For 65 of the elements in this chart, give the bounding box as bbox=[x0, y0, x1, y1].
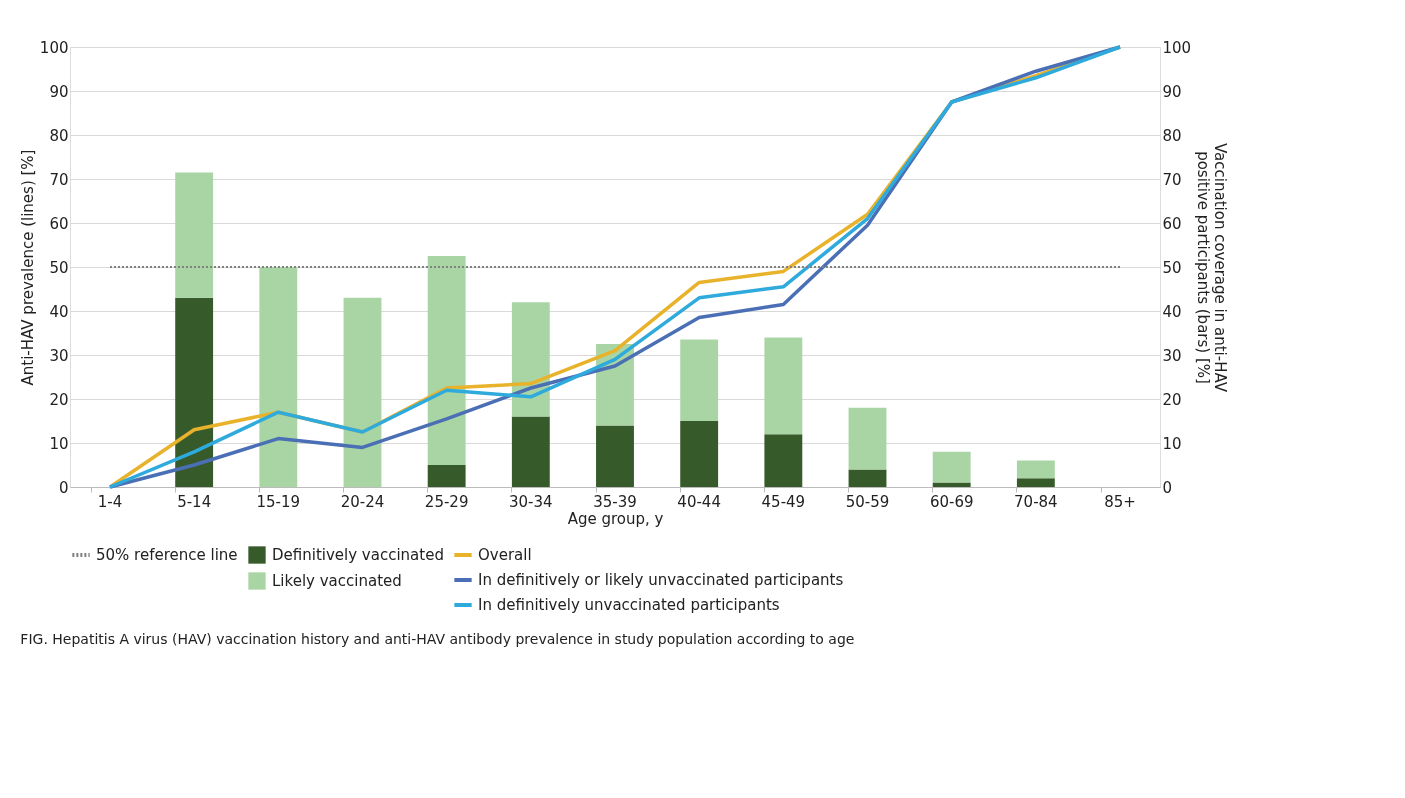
x-tick-label: 45-49 bbox=[761, 492, 806, 511]
y-tick-label: 60 bbox=[49, 214, 69, 233]
legend-label: 50% reference line bbox=[96, 546, 238, 564]
y2-tick-label: 50 bbox=[1162, 258, 1182, 277]
y2-tick-label: 20 bbox=[1162, 390, 1182, 409]
y2-tick-label: 90 bbox=[1162, 82, 1182, 101]
bar bbox=[932, 482, 971, 487]
legend-label: Likely vaccinated bbox=[272, 572, 402, 590]
x-tick-label: 50-59 bbox=[845, 492, 890, 511]
x-tick-label: 70-84 bbox=[1014, 492, 1058, 511]
bar bbox=[511, 302, 550, 417]
x-tick-label: 25-29 bbox=[424, 492, 469, 511]
bar bbox=[175, 172, 214, 298]
y2-tick-label: 10 bbox=[1162, 434, 1182, 453]
y-tick-label: 50 bbox=[49, 258, 69, 277]
y2-tick-label: 40 bbox=[1162, 302, 1182, 321]
legend-label: In definitively or likely unvaccinated participants bbox=[478, 571, 844, 589]
legend-label: Overall bbox=[478, 546, 532, 564]
bar bbox=[680, 339, 719, 421]
text: FIG. Hepatitis A virus (HAV) vaccination history and anti-HAV antibody prevalence in study population according to age bbox=[20, 631, 855, 647]
y2-tick-label: 30 bbox=[1162, 346, 1182, 365]
y-tick-label: 70 bbox=[49, 170, 69, 189]
y-tick-label: 90 bbox=[49, 82, 69, 101]
y2-tick-label: 0 bbox=[1162, 478, 1173, 497]
x-tick-label: 35-39 bbox=[593, 492, 637, 511]
y-tick-label: 10 bbox=[49, 434, 69, 453]
y-tick-label: 40 bbox=[49, 302, 69, 321]
legend-label: In definitively unvaccinated participants bbox=[478, 596, 780, 614]
bar bbox=[764, 337, 803, 435]
bar bbox=[764, 434, 803, 487]
y2-axis-title: Vaccination coverage in anti-HAV positive participants (bars) [%] bbox=[1194, 142, 1230, 393]
y-tick-label: 80 bbox=[49, 126, 69, 145]
bar bbox=[680, 421, 719, 487]
bar bbox=[511, 416, 550, 487]
y-tick-label: 100 bbox=[39, 38, 69, 57]
x-tick-label: 30-34 bbox=[509, 492, 553, 511]
bar bbox=[259, 267, 298, 487]
line-series bbox=[108, 45, 1122, 489]
x-tick-label: 40-44 bbox=[677, 492, 721, 511]
y2-tick-label: 80 bbox=[1162, 126, 1182, 145]
bar bbox=[932, 451, 971, 483]
x-tick-label: 5-14 bbox=[177, 492, 212, 511]
bar bbox=[596, 425, 634, 487]
x-tick-label: 1-4 bbox=[97, 492, 123, 511]
bar bbox=[848, 407, 887, 470]
bar bbox=[848, 469, 887, 487]
y-tick-label: 0 bbox=[58, 478, 69, 497]
bar bbox=[1016, 478, 1055, 487]
x-tick-label: 85+ bbox=[1104, 492, 1136, 511]
y2-tick-label: 70 bbox=[1162, 170, 1182, 189]
bar bbox=[175, 297, 214, 487]
x-tick-label: 20-24 bbox=[340, 492, 385, 511]
x-axis-title: Age group, y bbox=[567, 509, 664, 528]
legend-label: Definitively vaccinated bbox=[272, 546, 444, 564]
x-tick-label: 60-69 bbox=[929, 492, 974, 511]
y-tick-label: 20 bbox=[49, 390, 69, 409]
y2-tick-label: 60 bbox=[1162, 214, 1182, 233]
bar bbox=[1016, 460, 1055, 479]
y-axis-title: Anti-HAV prevalence (lines) [%] bbox=[18, 149, 37, 386]
bar bbox=[427, 465, 466, 487]
bar bbox=[343, 297, 382, 487]
y2-tick-label: 100 bbox=[1162, 38, 1192, 57]
y-tick-label: 30 bbox=[49, 346, 69, 365]
bar bbox=[427, 256, 466, 465]
x-tick-label: 15-19 bbox=[256, 492, 301, 511]
